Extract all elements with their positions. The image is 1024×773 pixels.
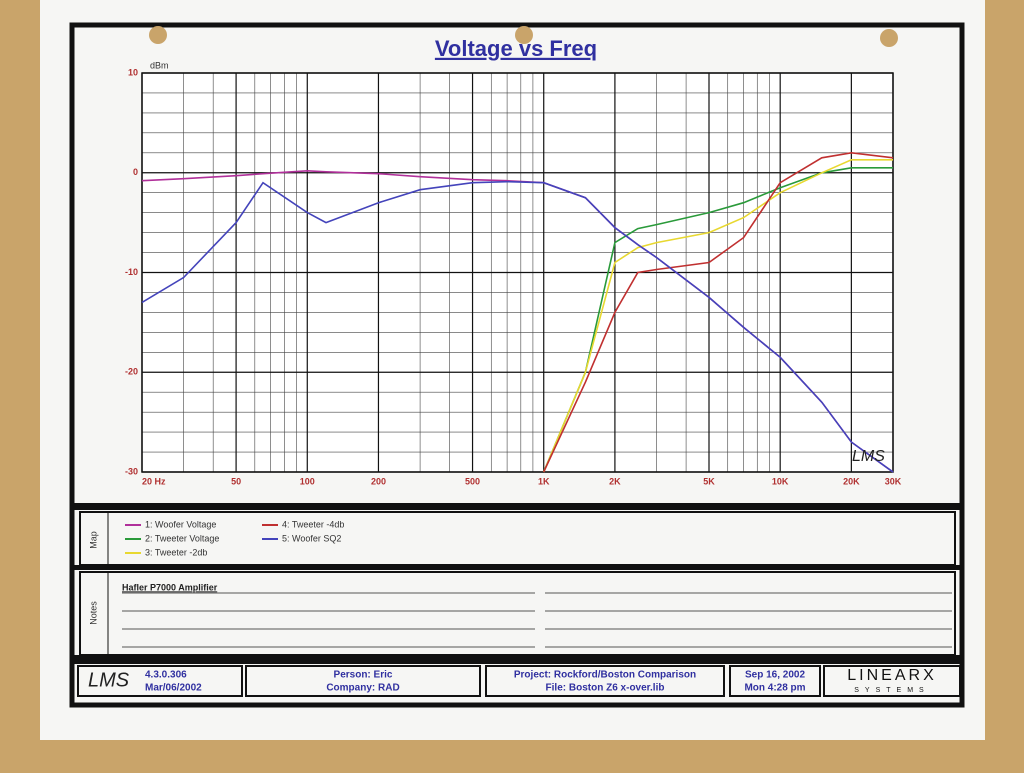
brand-sub: SYSTEMS: [854, 687, 929, 694]
file: File: Boston Z6 x-over.lib: [546, 683, 665, 694]
footer-boxes: [77, 665, 961, 697]
legend-label: 1: Woofer Voltage: [145, 519, 216, 529]
note-lines: [122, 592, 952, 648]
legend-label: 2: Tweeter Voltage: [145, 533, 219, 543]
x-tick-label: 30K: [885, 476, 902, 486]
legend-label: 5: Woofer SQ2: [282, 533, 341, 543]
y-tick-label: -30: [125, 466, 138, 476]
x-tick-label: 20K: [843, 476, 860, 486]
legend-label: 4: Tweeter -4db: [282, 519, 344, 529]
x-tick-label: 1K: [538, 476, 550, 486]
frame: [69, 22, 965, 708]
x-tick-label: 10K: [772, 476, 789, 486]
chart-title: Voltage vs Freq: [435, 36, 597, 61]
person: Person: Eric: [334, 670, 393, 681]
notes-text: Hafler P7000 Amplifier: [122, 582, 218, 592]
brand: LINEARX: [847, 667, 936, 684]
y-tick-label: -20: [125, 367, 138, 377]
series-line: [141, 180, 894, 473]
series-line: [542, 167, 893, 473]
company: Company: RAD: [326, 683, 399, 694]
divider: [72, 565, 962, 570]
footer-logo: LMS: [88, 669, 130, 691]
punch-hole: [149, 26, 167, 44]
project: Project: Rockford/Boston Comparison: [514, 670, 696, 681]
notes-label: Notes: [88, 601, 98, 625]
x-tick-label: 20 Hz: [142, 476, 166, 486]
x-tick-label: 100: [300, 476, 315, 486]
series-line: [542, 159, 893, 473]
x-tick-label: 200: [371, 476, 386, 486]
x-tick-label: 2K: [609, 476, 621, 486]
x-tick-label: 500: [465, 476, 480, 486]
plot: 20 Hz 50 100 200 500 1K 2K 5K 10K 20K 30K100-10-20…: [125, 67, 902, 486]
map-label: Map: [88, 531, 98, 549]
y-tick-label: 10: [128, 67, 138, 77]
divider: [72, 503, 962, 510]
plot-border: [141, 72, 894, 473]
version: 4.3.0.306: [145, 670, 187, 681]
series-line: [542, 151, 894, 473]
legend-label: 3: Tweeter -2db: [145, 547, 207, 557]
date: Sep 16, 2002: [745, 670, 805, 681]
divider: [72, 655, 962, 664]
x-tick-label: 5K: [703, 476, 715, 486]
version-date: Mar/06/2002: [145, 683, 202, 694]
x-tick-label: 50: [231, 476, 241, 486]
time: Mon 4:28 pm: [744, 683, 805, 694]
y-tick-label: -10: [125, 267, 138, 277]
y-axis-label: dBm: [150, 60, 169, 70]
punch-hole: [880, 29, 898, 47]
y-tick-label: 0: [133, 167, 138, 177]
punch-hole: [515, 26, 533, 44]
annotation: LMS: [852, 448, 885, 465]
